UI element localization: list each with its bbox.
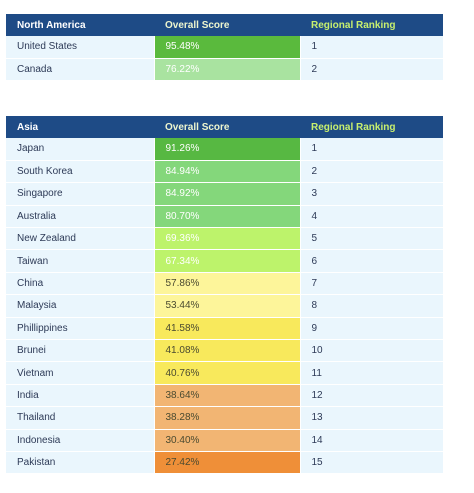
north-america-table: North America Overall Score Regional Ran… <box>6 14 443 82</box>
rank-cell: 2 <box>299 160 443 184</box>
table-row: Indonesia 30.40% 14 <box>6 429 443 452</box>
table-row: Phillippines 41.58% 9 <box>6 317 443 341</box>
score-header: Overall Score <box>154 14 300 36</box>
score-cell: 53.44% <box>154 294 300 318</box>
rank-cell: 3 <box>299 182 443 206</box>
table-row: China 57.86% 7 <box>6 272 443 296</box>
country-cell: Pakistan <box>6 451 155 475</box>
country-cell: Japan <box>6 138 155 161</box>
country-cell: Taiwan <box>6 249 155 273</box>
rank-cell: 7 <box>299 272 443 296</box>
score-cell: 38.64% <box>154 384 300 408</box>
table-row: Thailand 38.28% 13 <box>6 406 443 430</box>
rank-cell: 15 <box>299 451 443 475</box>
score-header: Overall Score <box>154 116 300 138</box>
asia-table: Asia Overall Score Regional Ranking Japa… <box>6 116 443 475</box>
country-cell: Singapore <box>6 182 155 206</box>
rank-cell: 9 <box>299 317 443 341</box>
rank-cell: 1 <box>299 36 443 59</box>
score-cell: 95.48% <box>154 36 300 59</box>
rank-header: Regional Ranking <box>300 116 443 138</box>
table-row: United States 95.48% 1 <box>6 36 443 59</box>
score-cell: 38.28% <box>154 406 300 430</box>
table-row: Pakistan 27.42% 15 <box>6 451 443 475</box>
country-cell: Thailand <box>6 406 155 430</box>
rank-cell: 5 <box>299 227 443 251</box>
score-cell: 41.08% <box>154 339 300 363</box>
rank-header: Regional Ranking <box>300 14 443 36</box>
country-cell: Phillippines <box>6 317 155 341</box>
score-cell: 27.42% <box>154 451 300 475</box>
rank-cell: 2 <box>299 58 443 82</box>
rank-cell: 1 <box>299 138 443 161</box>
country-cell: Brunei <box>6 339 155 363</box>
rank-cell: 4 <box>299 205 443 229</box>
score-cell: 40.76% <box>154 361 300 385</box>
table-row: Canada 76.22% 2 <box>6 58 443 82</box>
score-cell: 41.58% <box>154 317 300 341</box>
rank-cell: 10 <box>299 339 443 363</box>
rank-cell: 14 <box>299 429 443 452</box>
table-row: Malaysia 53.44% 8 <box>6 294 443 318</box>
table-header-row: North America Overall Score Regional Ran… <box>6 14 443 36</box>
country-cell: United States <box>6 36 155 59</box>
table-header-row: Asia Overall Score Regional Ranking <box>6 116 443 138</box>
country-cell: Vietnam <box>6 361 155 385</box>
score-cell: 84.92% <box>154 182 300 206</box>
country-cell: India <box>6 384 155 408</box>
country-cell: Australia <box>6 205 155 229</box>
rank-cell: 12 <box>299 384 443 408</box>
rank-cell: 6 <box>299 249 443 273</box>
score-cell: 91.26% <box>154 138 300 161</box>
table-body: United States 95.48% 1 Canada 76.22% 2 <box>6 36 443 82</box>
table-row: Japan 91.26% 1 <box>6 138 443 161</box>
region-header: North America <box>6 14 154 36</box>
rank-cell: 13 <box>299 406 443 430</box>
score-cell: 76.22% <box>154 58 300 82</box>
rank-cell: 8 <box>299 294 443 318</box>
score-cell: 84.94% <box>154 160 300 184</box>
country-cell: China <box>6 272 155 296</box>
score-cell: 30.40% <box>154 429 300 452</box>
country-cell: New Zealand <box>6 227 155 251</box>
table-row: Brunei 41.08% 10 <box>6 339 443 363</box>
rank-cell: 11 <box>299 361 443 385</box>
table-row: Taiwan 67.34% 6 <box>6 249 443 273</box>
country-cell: Canada <box>6 58 155 82</box>
table-row: Australia 80.70% 4 <box>6 205 443 229</box>
country-cell: Malaysia <box>6 294 155 318</box>
table-row: India 38.64% 12 <box>6 384 443 408</box>
table-row: New Zealand 69.36% 5 <box>6 227 443 251</box>
table-body: Japan 91.26% 1 South Korea 84.94% 2 Singapore 8… <box>6 138 443 475</box>
country-cell: Indonesia <box>6 429 155 452</box>
region-header: Asia <box>6 116 154 138</box>
table-row: South Korea 84.94% 2 <box>6 160 443 184</box>
table-row: Singapore 84.92% 3 <box>6 182 443 206</box>
table-row: Vietnam 40.76% 11 <box>6 361 443 385</box>
score-cell: 57.86% <box>154 272 300 296</box>
score-cell: 80.70% <box>154 205 300 229</box>
score-cell: 67.34% <box>154 249 300 273</box>
country-cell: South Korea <box>6 160 155 184</box>
score-cell: 69.36% <box>154 227 300 251</box>
